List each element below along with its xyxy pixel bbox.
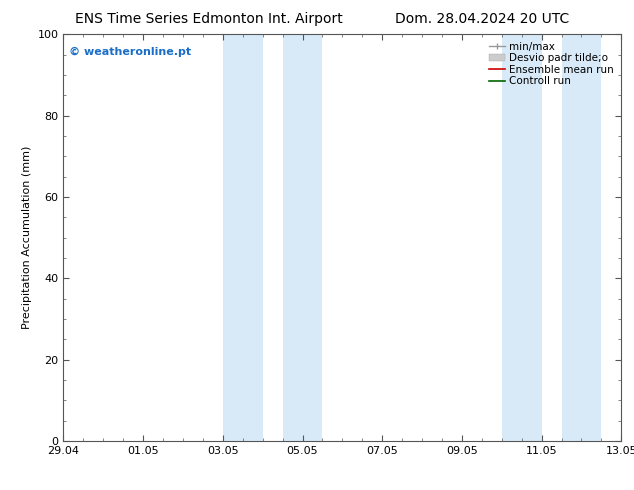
Y-axis label: Precipitation Accumulation (mm): Precipitation Accumulation (mm) — [22, 146, 32, 329]
Bar — [562, 34, 602, 441]
Bar — [283, 34, 323, 441]
Text: ENS Time Series Edmonton Int. Airport: ENS Time Series Edmonton Int. Airport — [75, 12, 343, 26]
Bar — [501, 34, 541, 441]
Bar — [223, 34, 262, 441]
Text: © weatheronline.pt: © weatheronline.pt — [69, 47, 191, 56]
Text: Dom. 28.04.2024 20 UTC: Dom. 28.04.2024 20 UTC — [395, 12, 569, 26]
Legend: min/max, Desvio padr tilde;o, Ensemble mean run, Controll run: min/max, Desvio padr tilde;o, Ensemble m… — [488, 40, 616, 88]
